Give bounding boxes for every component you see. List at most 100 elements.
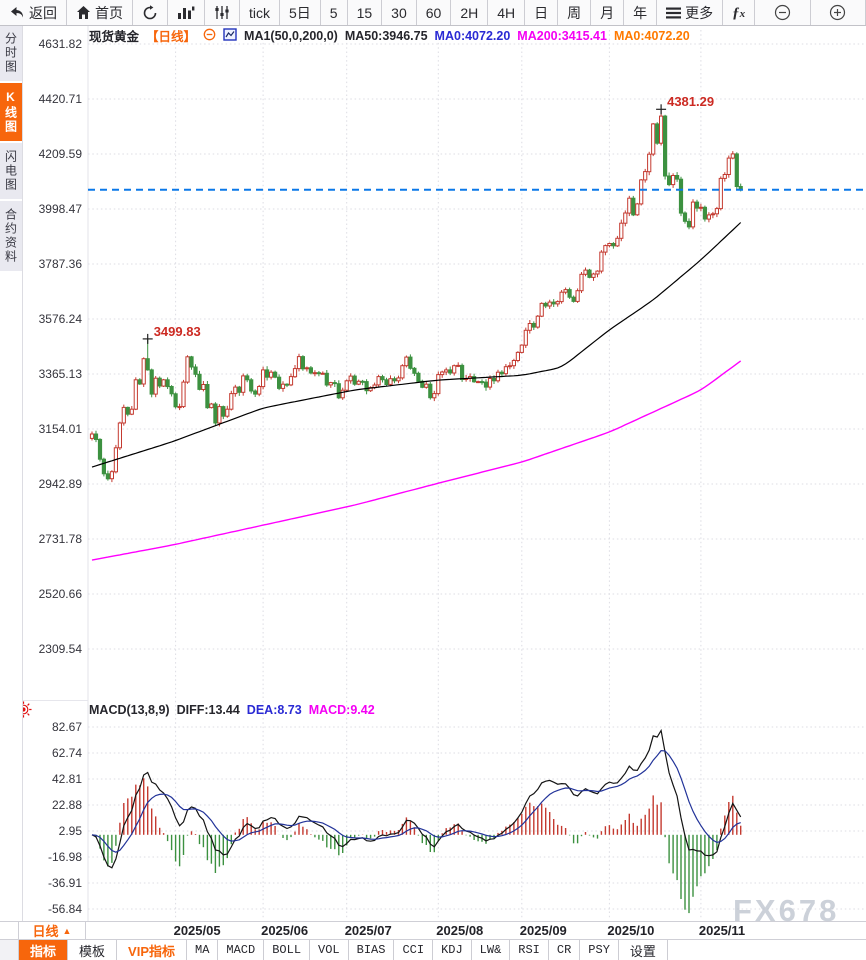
indicator-tab-bar: 指标 模板 VIP指标 MA MACD BOLL VOL BIAS CCI KDJ LW& RSI CR… [0, 940, 866, 960]
sliders-icon [214, 5, 230, 20]
toolbar-label: 60 [425, 4, 442, 21]
toolbar-kline-style[interactable] [168, 0, 205, 25]
sidebar-tab-lightning-chart[interactable]: 闪电图 [0, 143, 22, 199]
toolbar-label: 年 [633, 4, 648, 21]
indicator-tab-psy[interactable]: PSY [580, 940, 619, 960]
toolbar-label: 5日 [289, 4, 311, 21]
month-label: 2025/11 [698, 923, 746, 938]
chart-type-sidebar: 分时图 K线图 闪电图 合约资料 [0, 25, 23, 921]
toolbar-label: 首页 [95, 4, 123, 21]
toolbar-day-button[interactable]: 日 [525, 0, 559, 25]
indicator-tab-macd[interactable]: MACD [218, 940, 265, 960]
toolbar-m60-button[interactable]: 60 [417, 0, 452, 25]
toolbar-more[interactable]: 更多 [657, 0, 724, 25]
menu-icon [666, 7, 682, 19]
toolbar-5d-button[interactable]: 5日 [280, 0, 321, 25]
ma0-orange-value: MA0:4072.20 [613, 28, 690, 43]
fx-icon: ƒx [732, 4, 746, 21]
indicator-tab-vip指标[interactable]: VIP指标 [117, 940, 187, 960]
macd-gridlines [88, 726, 864, 910]
refresh-icon [142, 4, 158, 21]
month-label: 2025/07 [344, 923, 392, 938]
toolbar-m15-button[interactable]: 15 [348, 0, 383, 25]
period-selector-label: 日线 [32, 924, 59, 939]
month-label: 2025/05 [173, 923, 221, 938]
toolbar-tick-button[interactable]: tick [240, 0, 280, 25]
back-arrow-icon [9, 5, 25, 20]
ma200-line [91, 360, 742, 561]
month-label: 2025/08 [436, 923, 484, 938]
toolbar-home[interactable]: 首页 [67, 0, 133, 25]
sidebar-tab-time-chart[interactable]: 分时图 [0, 25, 22, 81]
indicator-tab-bias[interactable]: BIAS [349, 940, 395, 960]
indicator-tab-cci[interactable]: CCI [394, 940, 434, 960]
indicator-tab-rsi[interactable]: RSI [510, 940, 549, 960]
ma0-blue-value: MA0:4072.20 [434, 28, 511, 43]
macd-diff-line [91, 728, 742, 869]
toolbar-label: 15 [356, 4, 373, 21]
triangle-up-icon: ▲ [62, 925, 72, 936]
indicator-tab-boll[interactable]: BOLL [264, 940, 311, 960]
macd-dea-value: DEA:8.73 [246, 703, 302, 717]
month-label: 2025/09 [519, 923, 567, 938]
mini-chart-icon[interactable] [223, 27, 237, 44]
zoom-in-icon [829, 4, 846, 21]
home-icon [76, 5, 91, 20]
toolbar-m5-button[interactable]: 5 [321, 0, 348, 25]
toolbar-week-button[interactable]: 周 [558, 0, 592, 25]
kline-chart-icon [177, 5, 195, 20]
toolbar-label: tick [249, 4, 270, 21]
toolbar-label: 周 [567, 4, 582, 21]
indicator-tab-vol[interactable]: VOL [310, 940, 349, 960]
indicator-tab-cr[interactable]: CR [549, 940, 581, 960]
toolbar-label: 返回 [29, 4, 57, 21]
toolbar-month-button[interactable]: 月 [591, 0, 625, 25]
sidebar-tab-kline-chart[interactable]: K线图 [0, 83, 22, 141]
top-toolbar: 返回 首页 tick 5日 5 15 30 60 2H 4H 日 周 月 年 更多 ƒx [0, 0, 866, 26]
indicator-tab-ma[interactable]: MA [187, 940, 219, 960]
macd-histogram [95, 778, 742, 914]
toolbar-refresh[interactable] [133, 0, 168, 25]
candlestick-series [89, 109, 743, 483]
indicator-tab-lw[interactable]: LW& [472, 940, 511, 960]
indicator-tab-指标[interactable]: 指标 [19, 940, 69, 960]
month-label: 2025/06 [261, 923, 309, 938]
period-selector[interactable]: 日线 ▲ [18, 922, 86, 939]
toolbar-h2-button[interactable]: 2H [451, 0, 489, 25]
macd-dea-line [91, 749, 741, 853]
toolbar-year-button[interactable]: 年 [624, 0, 658, 25]
collapse-icon[interactable] [203, 28, 216, 44]
macd-title: MACD(13,8,9) [89, 703, 170, 717]
tab-bar-stub [0, 940, 19, 960]
sidebar-tab-contract-info[interactable]: 合约资料 [0, 201, 22, 271]
toolbar-label: 2H [460, 4, 479, 21]
main-chart-legend: 现货黄金 【日线】 MA1(50,0,200,0) MA50:3946.75 M… [89, 26, 690, 45]
toolbar-back[interactable]: 返回 [0, 0, 67, 25]
indicator-tab-模板[interactable]: 模板 [68, 940, 118, 960]
zoom-out-icon [774, 4, 791, 21]
toolbar-indicator-settings[interactable] [205, 0, 240, 25]
ma50-line [91, 222, 742, 468]
month-label: 2025/10 [607, 923, 655, 938]
toolbar-zoom-in[interactable] [811, 0, 866, 25]
ma-settings-label: MA1(50,0,200,0) [244, 28, 338, 43]
indicator-tab-设置[interactable]: 设置 [619, 940, 668, 960]
toolbar-m30-button[interactable]: 30 [382, 0, 417, 25]
macd-legend: MACD(13,8,9) DIFF:13.44 DEA:8.73 MACD:9.… [89, 703, 375, 717]
symbol-name: 现货黄金 [89, 30, 140, 44]
toolbar-fx[interactable]: ƒx [723, 0, 756, 25]
price-gridlines [88, 43, 864, 650]
toolbar-label: 4H [497, 4, 516, 21]
macd-diff-value: DIFF:13.44 [176, 703, 240, 717]
indicator-tab-kdj[interactable]: KDJ [433, 940, 472, 960]
extreme-price-markers [142, 104, 667, 344]
macd-macd-value: MACD:9.42 [308, 703, 375, 717]
period-label: 【日线】 [146, 30, 197, 44]
toolbar-h4-button[interactable]: 4H [488, 0, 526, 25]
toolbar-zoom-out[interactable] [755, 0, 811, 25]
ma50-value: MA50:3946.75 [344, 28, 428, 43]
toolbar-label: 30 [391, 4, 407, 21]
ma200-value: MA200:3415.41 [517, 28, 607, 43]
